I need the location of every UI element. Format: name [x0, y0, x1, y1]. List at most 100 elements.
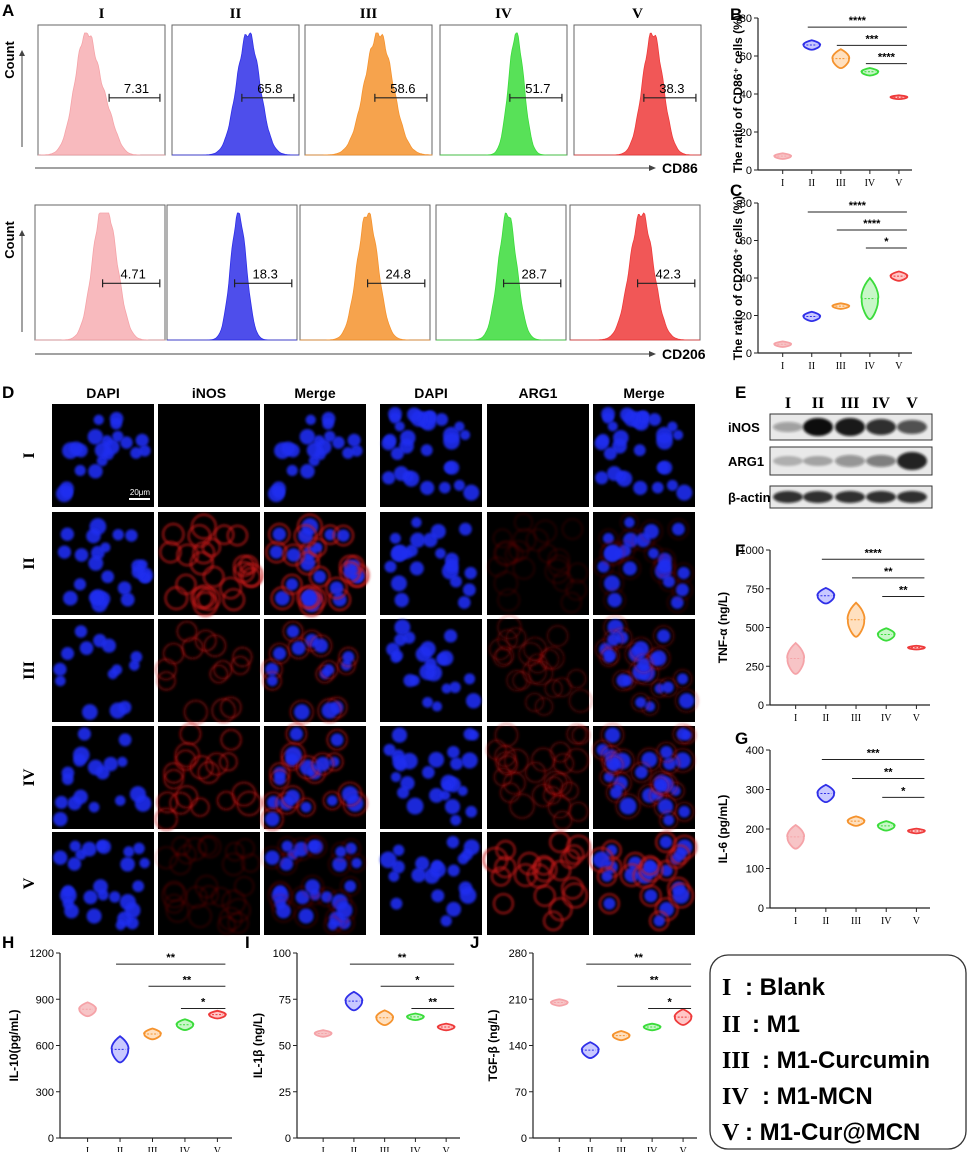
micrograph-5-1: [52, 832, 154, 935]
nucleus: [321, 891, 333, 903]
nucleus: [321, 702, 338, 719]
significance-label: ****: [878, 52, 896, 64]
gate-value: 58.6: [390, 81, 415, 96]
nucleus: [441, 780, 453, 791]
cytoplasm-stain: [154, 807, 179, 831]
nucleus: [444, 799, 461, 815]
cytoplasm-stain: [260, 845, 285, 870]
histogram-peak: [440, 32, 567, 156]
nucleus: [438, 481, 451, 494]
x-tick-label: IV: [865, 178, 876, 189]
cytoplasm-stain: [492, 893, 514, 915]
cytoplasm-stain: [527, 653, 549, 674]
nucleus: [336, 902, 353, 919]
nucleus: [656, 461, 669, 474]
cytoplasm-stain: [654, 897, 679, 922]
nucleus: [624, 517, 635, 528]
nucleus: [465, 805, 478, 818]
nucleus: [459, 887, 477, 904]
y-tick-label: 0: [521, 1133, 527, 1145]
nucleus: [420, 641, 436, 657]
nucleus: [313, 638, 329, 653]
cytoplasm-stain: [339, 561, 362, 584]
cytoplasm-stain: [204, 752, 229, 776]
x-tick-label: V: [214, 1146, 222, 1152]
nucleus: [667, 421, 678, 432]
y-tick-label: 70: [515, 1087, 527, 1099]
nucleus: [74, 625, 88, 638]
nucleus: [676, 484, 693, 501]
cytoplasm-stain: [310, 752, 335, 776]
count-axis-arrow: [19, 50, 25, 56]
microscopy-row-label-3: III: [21, 661, 38, 680]
histogram-peak: [38, 32, 165, 156]
cytoplasm-stain: [325, 576, 348, 600]
cytoplasm-stain: [218, 752, 239, 772]
nucleus: [74, 548, 89, 562]
micrograph-3-2: [154, 619, 260, 725]
cytoplasm-stain: [154, 845, 179, 870]
cytoplasm-stain: [187, 903, 213, 929]
nucleus: [114, 795, 126, 806]
nucleus: [613, 429, 629, 446]
histogram-peak: [436, 212, 566, 341]
cytoplasm-stain: [332, 524, 355, 547]
nucleus: [54, 795, 68, 809]
nucleus: [393, 844, 405, 856]
panel-letter-d: D: [2, 383, 14, 402]
count-label: Count: [2, 41, 17, 79]
cytoplasm-stain: [308, 565, 331, 588]
nucleus: [63, 590, 78, 606]
nucleus: [449, 681, 461, 693]
cytoplasm-stain: [561, 876, 584, 900]
cytoplasm-stain: [175, 573, 197, 596]
cytoplasm-stain: [219, 576, 242, 600]
cytoplasm-stain: [295, 551, 320, 576]
cytoplasm-stain: [268, 642, 291, 665]
marker-axis-arrow: [649, 165, 656, 171]
nucleus: [648, 548, 659, 559]
panel-letter-c: C: [730, 181, 742, 200]
microscopy-header-2: iNOS: [192, 385, 226, 401]
nucleus: [139, 857, 150, 869]
blot-band: [897, 452, 927, 470]
micrograph-3-6: [593, 614, 699, 722]
nucleus: [607, 421, 618, 432]
significance-label: **: [398, 952, 407, 964]
nucleus: [443, 461, 456, 474]
significance-label: *: [201, 997, 206, 1009]
cytoplasm-stain: [505, 669, 529, 692]
significance-label: **: [634, 952, 643, 964]
nucleus: [379, 851, 397, 869]
micrograph-5-6: [588, 831, 698, 935]
panel-letter-g: G: [735, 729, 748, 748]
cytoplasm-stain: [165, 899, 190, 923]
nucleus: [83, 890, 98, 905]
nucleus: [446, 835, 460, 849]
nucleus: [410, 532, 426, 548]
cytoplasm-stain: [260, 807, 285, 831]
nucleus: [653, 915, 665, 927]
nucleus: [660, 864, 673, 877]
cytoplasm-stain: [262, 670, 283, 691]
cytoplasm-stain: [187, 524, 212, 548]
nucleus: [607, 592, 622, 608]
nucleus: [125, 529, 138, 542]
nucleus: [327, 920, 338, 931]
cytoplasm-stain: [197, 761, 221, 785]
nucleus: [313, 570, 327, 584]
cytoplasm-stain: [162, 761, 185, 784]
nucleus: [465, 693, 482, 709]
nucleus: [79, 641, 94, 655]
nucleus: [674, 848, 686, 861]
nucleus: [603, 447, 617, 461]
group-header: III: [360, 6, 378, 22]
y-tick-label: 250: [746, 661, 764, 673]
nucleus: [103, 756, 118, 772]
nucleus: [88, 555, 104, 571]
micrograph-1-3: [264, 404, 366, 507]
nucleus: [659, 835, 673, 849]
significance-label: ****: [849, 200, 867, 212]
cytoplasm-stain: [162, 522, 185, 546]
